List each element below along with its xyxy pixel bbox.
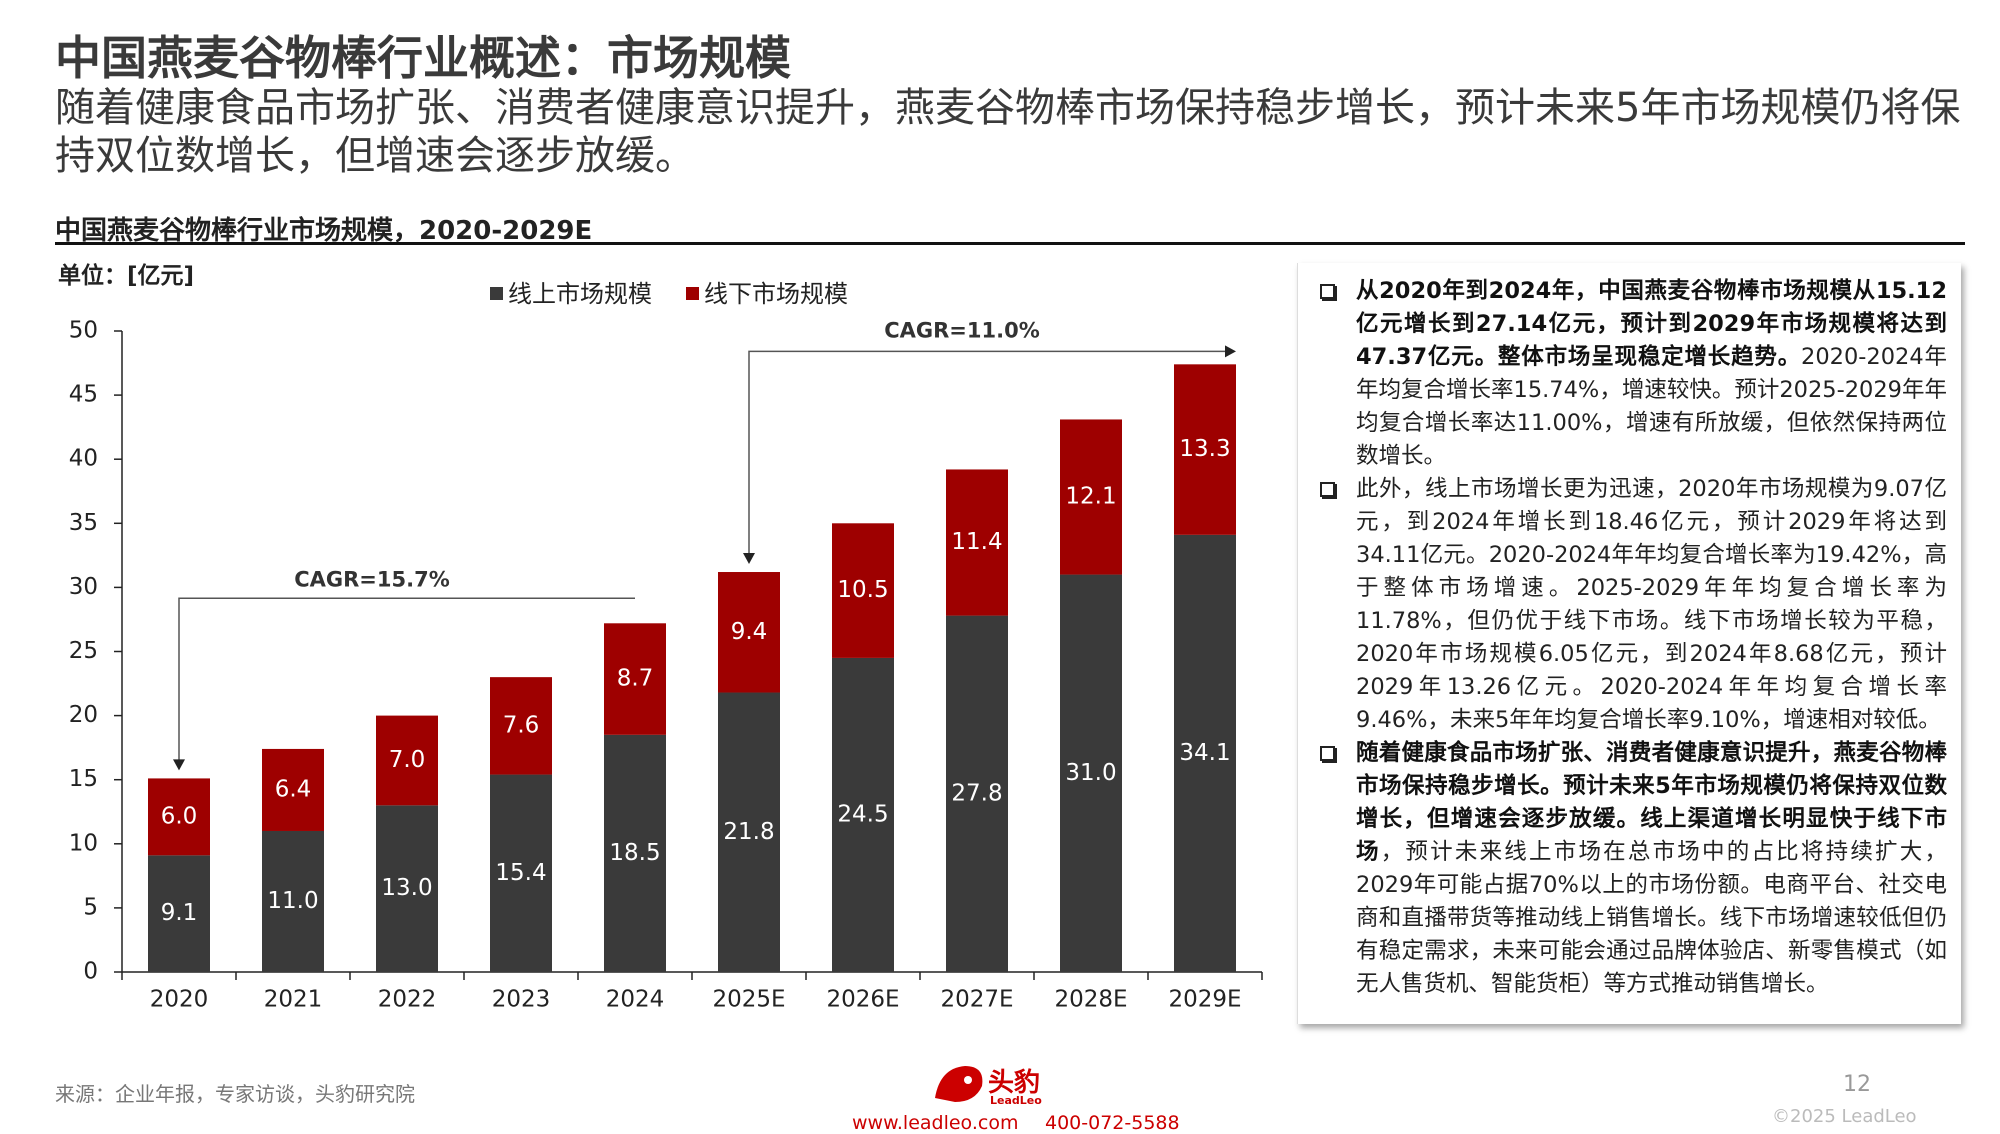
- bar-segment: [946, 615, 1008, 972]
- cagr-line: [748, 350, 1225, 555]
- x-tick-label: 2020: [150, 987, 209, 1013]
- bar-segment: [490, 677, 552, 775]
- bar-segment: [148, 855, 210, 972]
- y-tick-label: 25: [69, 638, 98, 664]
- value-label: 6.0: [161, 803, 198, 829]
- x-tick-label: 2027E: [940, 987, 1013, 1013]
- value-label: 9.1: [161, 900, 198, 926]
- x-tick-label: 2028E: [1054, 987, 1127, 1013]
- y-tick-label: 35: [69, 510, 98, 536]
- bullet: [1320, 284, 1335, 299]
- bar-segment: [262, 748, 324, 831]
- bar-segment: [604, 734, 666, 972]
- bar-segment: [490, 774, 552, 972]
- note-text: 2020-2024年年均复合增长率15.74%，增速较快。预计2025-2029…: [1356, 344, 1948, 469]
- x-tick-label: 2022: [378, 987, 437, 1013]
- bar-segment: [718, 572, 780, 693]
- source: 来源：企业年报，专家访谈，头豹研究院: [55, 1082, 415, 1106]
- value-label: 8.7: [617, 666, 654, 692]
- x-tick-label: 2025E: [712, 987, 785, 1013]
- value-label: 15.4: [495, 860, 546, 886]
- bar-segment: [832, 657, 894, 972]
- value-label: 9.4: [731, 619, 768, 645]
- y-tick-label: 30: [69, 574, 98, 600]
- bar-segment: [832, 523, 894, 658]
- legend-swatch: [686, 287, 699, 300]
- note: 此外，线上市场增长更为迅速，2020年市场规模为9.07亿元，到2024年增长到…: [1316, 473, 1947, 737]
- y-tick-label: 20: [69, 702, 98, 728]
- value-label: 11.0: [267, 888, 318, 914]
- value-label: 11.4: [951, 529, 1002, 555]
- x-tick-label: 2024: [606, 987, 665, 1013]
- value-label: 24.5: [837, 801, 888, 827]
- bar-segment: [262, 830, 324, 972]
- y-tick-label: 50: [69, 318, 98, 344]
- bar-segment: [1060, 574, 1122, 972]
- value-label: 34.1: [1179, 740, 1230, 766]
- note-bold: 随着健康食品市场扩张、消费者健康意识提升，燕麦谷物棒市场保持稳步增长。预计未来5…: [1356, 740, 1947, 865]
- y-tick-label: 5: [83, 894, 98, 920]
- y-tick-label: 15: [69, 766, 98, 792]
- value-label: 7.0: [389, 747, 426, 773]
- value-label: 12.1: [1065, 484, 1116, 510]
- cagr-label: CAGR=15.7%: [294, 567, 450, 591]
- bullet: [1320, 482, 1335, 497]
- value-label: 13.3: [1179, 436, 1230, 462]
- bar-segment: [376, 715, 438, 806]
- y-tick-label: 40: [69, 446, 98, 472]
- value-label: 27.8: [951, 780, 1002, 806]
- bar-segment: [148, 778, 210, 856]
- bar-segment: [1174, 534, 1236, 972]
- note: 随着健康食品市场扩张、消费者健康意识提升，燕麦谷物棒市场保持稳步增长。预计未来5…: [1316, 737, 1947, 1001]
- y-tick-label: 45: [69, 382, 98, 408]
- y-tick-label: 0: [83, 959, 98, 985]
- website: www.leadleo.com: [852, 1112, 1019, 1134]
- value-label: 6.4: [275, 776, 312, 802]
- value-label: 31.0: [1065, 760, 1116, 786]
- note-bold: 从2020年到2024年，中国燕麦谷物棒市场规模从15.12亿元增长到27.14…: [1356, 278, 1947, 370]
- phone: 400-072-5588: [1045, 1112, 1180, 1134]
- x-tick-label: 2026E: [826, 987, 899, 1013]
- x-tick-label: 2021: [264, 987, 323, 1013]
- value-label: 13.0: [381, 875, 432, 901]
- bar-segment: [376, 805, 438, 972]
- value-label: 7.6: [503, 712, 540, 738]
- chart-title: 中国燕麦谷物棒行业市场规模，2020-2029E: [55, 216, 593, 246]
- cagr-label: CAGR=11.0%: [884, 318, 1040, 342]
- brand-en: LeadLeo: [990, 1094, 1042, 1107]
- title-rule: [55, 242, 1965, 245]
- brand: 头豹: [988, 1068, 1041, 1098]
- arrow-head: [1225, 345, 1236, 358]
- y-tick-label: 10: [69, 830, 98, 856]
- legend-swatch: [490, 287, 503, 300]
- arrow-head: [743, 553, 755, 565]
- slide-title: 中国燕麦谷物棒行业概述：市场规模: [55, 31, 791, 85]
- unit-label: 单位：[亿元]: [58, 263, 195, 289]
- legend-label: 线上市场规模: [508, 280, 652, 308]
- arrow-head: [173, 759, 185, 771]
- x-tick-label: 2023: [492, 987, 551, 1013]
- bar-segment: [604, 623, 666, 735]
- bullet: [1320, 746, 1335, 761]
- x-tick-label: 2029E: [1168, 987, 1241, 1013]
- notes-panel: 从2020年到2024年，中国燕麦谷物棒市场规模从15.12亿元增长到27.14…: [1297, 263, 1961, 1024]
- logo-icon: [935, 1066, 983, 1102]
- legend-label: 线下市场规模: [704, 280, 848, 308]
- cagr-line: [178, 597, 635, 761]
- bar-segment: [718, 692, 780, 972]
- note: 从2020年到2024年，中国燕麦谷物棒市场规模从15.12亿元增长到27.14…: [1316, 275, 1947, 473]
- value-label: 21.8: [723, 819, 774, 845]
- bar-segment: [1174, 364, 1236, 535]
- bar-segment: [946, 469, 1008, 616]
- value-label: 10.5: [837, 577, 888, 603]
- value-label: 18.5: [609, 840, 660, 866]
- copyright: ©2025 LeadLeo: [1772, 1106, 1917, 1127]
- note-text: 此外，线上市场增长更为迅速，2020年市场规模为9.07亿元，到2024年增长到…: [1356, 476, 1947, 733]
- note-text: ，预计未来线上市场在总市场中的占比将持续扩大，2029年可能占据70%以上的市场…: [1356, 839, 1947, 997]
- page-number: 12: [1843, 1072, 1871, 1097]
- slide-subtitle: 随着健康食品市场扩张、消费者健康意识提升，燕麦谷物棒市场保持稳步增长，预计未来5…: [55, 85, 1961, 179]
- bar-segment: [1060, 419, 1122, 575]
